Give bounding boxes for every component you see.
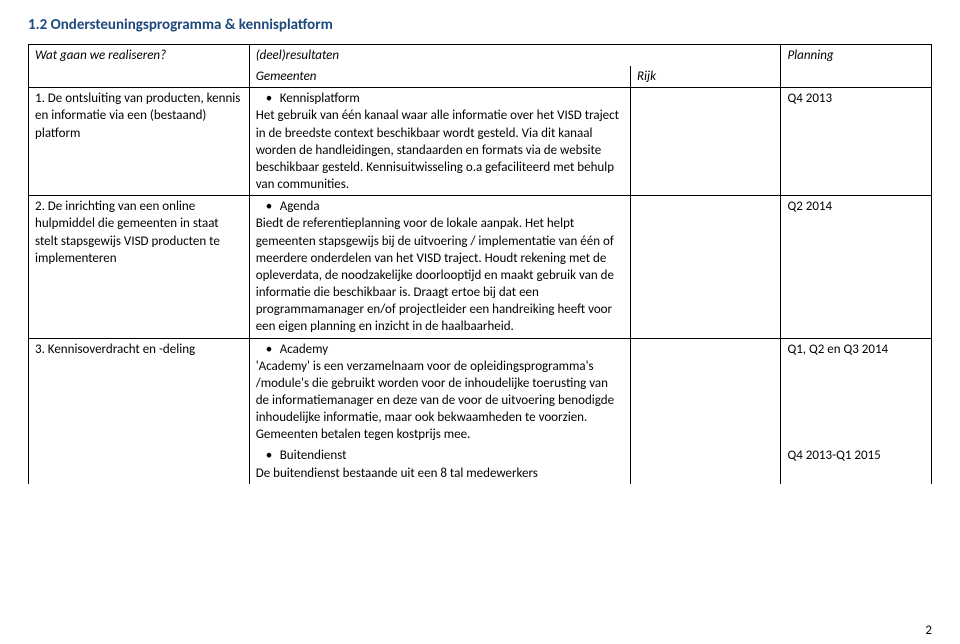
table-row: 3. Kennisoverdracht en -deling Academy '… [29,338,932,445]
cell-body: Het gebruik van één kanaal waar alle inf… [256,108,619,192]
table-header-row: Wat gaan we realiseren? (deel)resultaten… [29,45,932,67]
results-table: Wat gaan we realiseren? (deel)resultaten… [28,44,932,484]
col-header-realiseren: Wat gaan we realiseren? [29,45,250,88]
cell-rijk [630,196,781,338]
cell-rijk [630,88,781,196]
heading-text: 1.2 Ondersteuningsprogramma & kennisplat… [28,16,333,34]
page-number: 2 [925,623,932,638]
section-heading: 1.2 Ondersteuningsprogramma & kennisplat… [28,16,932,34]
cell-body: De buitendienst bestaande uit een 8 tal … [256,466,538,481]
cell-planning: Q4 2013 [781,88,932,196]
cell-left: 3. Kennisoverdracht en -deling [29,338,250,445]
table-row: 1. De ontsluiting van producten, kennis … [29,88,932,196]
cell-body: 'Academy' is een verzamelnaam voor de op… [256,359,614,443]
cell-gemeenten: Kennisplatform Het gebruik van één kanaa… [249,88,630,196]
cell-gemeenten: Buitendienst De buitendienst bestaande u… [249,445,630,483]
bullet-item: Academy [256,341,328,358]
cell-left: 1. De ontsluiting van producten, kennis … [29,88,250,196]
cell-planning: Q2 2014 [781,196,932,338]
col-header-rijk: Rijk [630,66,781,88]
table-row: 2. De inrichting van een online hulpmidd… [29,196,932,338]
cell-body: Biedt de referentieplanning voor de loka… [256,216,614,334]
cell-planning: Q4 2013-Q1 2015 [781,445,932,483]
bullet-item: Agenda [256,198,320,215]
col-header-resultaten: (deel)resultaten [249,45,781,67]
cell-left: 2. De inrichting van een online hulpmidd… [29,196,250,338]
col-header-planning: Planning [781,45,932,88]
cell-planning: Q1, Q2 en Q3 2014 [781,338,932,445]
col-header-gemeenten: Gemeenten [249,66,630,88]
cell-left [29,445,250,483]
bullet-item: Buitendienst [256,447,347,464]
cell-rijk [630,445,781,483]
bullet-item: Kennisplatform [256,90,360,107]
cell-gemeenten: Agenda Biedt de referentieplanning voor … [249,196,630,338]
cell-gemeenten: Academy 'Academy' is een verzamelnaam vo… [249,338,630,445]
table-row: Buitendienst De buitendienst bestaande u… [29,445,932,483]
cell-rijk [630,338,781,445]
